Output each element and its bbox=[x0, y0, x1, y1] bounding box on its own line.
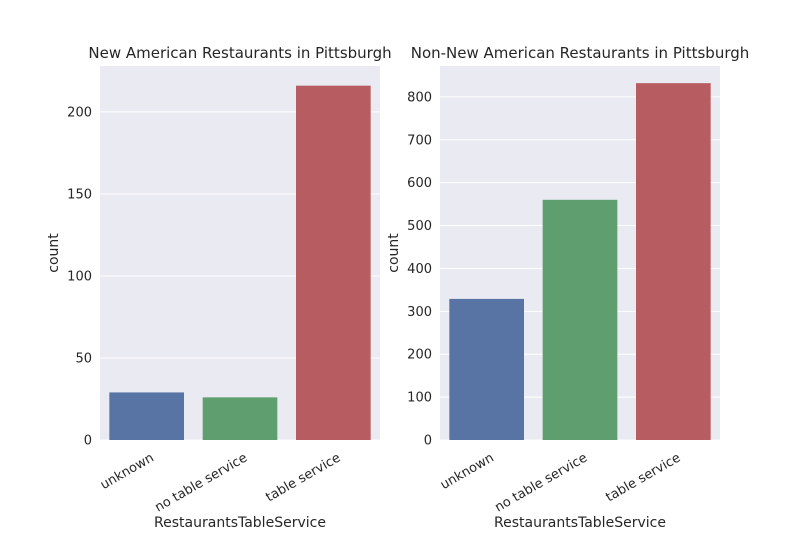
x-tick-label: table service bbox=[263, 450, 343, 505]
y-tick-label: 50 bbox=[75, 351, 92, 366]
y-tick-label: 800 bbox=[407, 90, 432, 105]
x-tick-label: unknown bbox=[438, 450, 497, 493]
x-tick-label: no table service bbox=[492, 450, 590, 515]
x-tick-label: table service bbox=[603, 450, 683, 505]
y-tick-label: 700 bbox=[407, 133, 432, 148]
y-tick-label: 500 bbox=[407, 219, 432, 234]
bar bbox=[636, 83, 711, 441]
x-tick-label: unknown bbox=[98, 450, 157, 493]
y-tick-label: 300 bbox=[407, 305, 432, 320]
chart-title: New American Restaurants in Pittsburgh bbox=[88, 44, 391, 62]
y-tick-label: 0 bbox=[424, 434, 432, 449]
x-axis-label: RestaurantsTableService bbox=[494, 515, 666, 531]
bar bbox=[296, 85, 371, 441]
y-tick-label: 200 bbox=[67, 105, 92, 120]
bar bbox=[542, 199, 618, 440]
y-tick-label: 0 bbox=[84, 434, 92, 449]
bar bbox=[109, 392, 184, 440]
y-tick-label: 150 bbox=[67, 187, 92, 202]
bar bbox=[449, 298, 524, 440]
y-tick-label: 100 bbox=[407, 391, 432, 406]
y-tick-label: 600 bbox=[407, 176, 432, 191]
y-axis-label: count bbox=[386, 233, 402, 273]
y-tick-label: 100 bbox=[67, 269, 92, 284]
chart-title: Non-New American Restaurants in Pittsbur… bbox=[411, 44, 750, 62]
y-tick-label: 400 bbox=[407, 262, 432, 277]
y-axis-label: count bbox=[46, 233, 62, 273]
y-tick-label: 200 bbox=[407, 348, 432, 363]
bar bbox=[202, 397, 278, 440]
x-tick-label: no table service bbox=[152, 450, 250, 515]
x-axis-label: RestaurantsTableService bbox=[154, 515, 326, 531]
